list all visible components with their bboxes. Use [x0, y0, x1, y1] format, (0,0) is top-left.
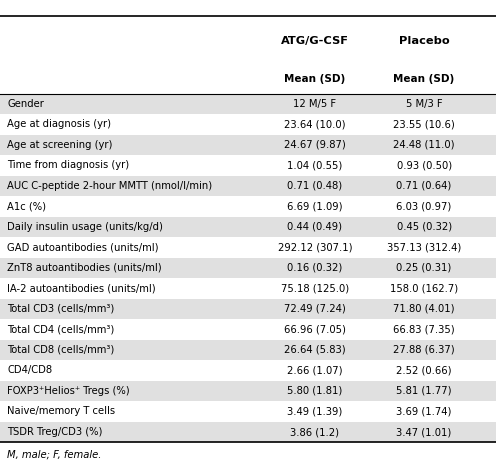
Text: 5 M/3 F: 5 M/3 F [406, 99, 442, 109]
Text: CD4/CD8: CD4/CD8 [7, 366, 53, 375]
Text: 0.93 (0.50): 0.93 (0.50) [396, 161, 452, 170]
Text: Mean (SD): Mean (SD) [284, 74, 346, 84]
Text: Total CD8 (cells/mm³): Total CD8 (cells/mm³) [7, 345, 115, 355]
Text: 3.86 (1.2): 3.86 (1.2) [291, 427, 339, 437]
Text: 357.13 (312.4): 357.13 (312.4) [387, 242, 461, 252]
Text: 12 M/5 F: 12 M/5 F [294, 99, 336, 109]
Text: 3.47 (1.01): 3.47 (1.01) [396, 427, 452, 437]
Text: 3.69 (1.74): 3.69 (1.74) [396, 407, 452, 417]
Text: 6.69 (1.09): 6.69 (1.09) [287, 201, 343, 212]
Text: FOXP3⁺Helios⁺ Tregs (%): FOXP3⁺Helios⁺ Tregs (%) [7, 386, 130, 396]
Bar [0, 135, 496, 155]
Text: 0.16 (0.32): 0.16 (0.32) [287, 263, 343, 273]
Text: 24.48 (11.0): 24.48 (11.0) [393, 140, 455, 150]
Text: 26.64 (5.83): 26.64 (5.83) [284, 345, 346, 355]
Text: 0.71 (0.48): 0.71 (0.48) [287, 181, 343, 191]
Bar [0, 381, 496, 401]
Text: 2.66 (1.07): 2.66 (1.07) [287, 366, 343, 375]
Text: 71.80 (4.01): 71.80 (4.01) [393, 304, 455, 314]
Text: 0.25 (0.31): 0.25 (0.31) [396, 263, 452, 273]
Text: 72.49 (7.24): 72.49 (7.24) [284, 304, 346, 314]
Text: Mean (SD): Mean (SD) [393, 74, 455, 84]
Bar [0, 299, 496, 319]
Bar [0, 340, 496, 360]
Text: Time from diagnosis (yr): Time from diagnosis (yr) [7, 161, 129, 170]
Text: 158.0 (162.7): 158.0 (162.7) [390, 284, 458, 293]
Text: Naive/memory T cells: Naive/memory T cells [7, 407, 116, 417]
Text: 0.45 (0.32): 0.45 (0.32) [396, 222, 452, 232]
Text: IA-2 autoantibodies (units/ml): IA-2 autoantibodies (units/ml) [7, 284, 156, 293]
Text: Gender: Gender [7, 99, 44, 109]
Text: A1c (%): A1c (%) [7, 201, 47, 212]
Text: 27.88 (6.37): 27.88 (6.37) [393, 345, 455, 355]
Text: ATG/G-CSF: ATG/G-CSF [281, 36, 349, 46]
Text: 23.64 (10.0): 23.64 (10.0) [284, 119, 346, 129]
Text: Age at diagnosis (yr): Age at diagnosis (yr) [7, 119, 112, 129]
Bar [0, 258, 496, 278]
Text: Daily insulin usage (units/kg/d): Daily insulin usage (units/kg/d) [7, 222, 163, 232]
Bar [0, 176, 496, 196]
Text: 3.49 (1.39): 3.49 (1.39) [287, 407, 343, 417]
Text: Age at screening (yr): Age at screening (yr) [7, 140, 113, 150]
Bar [0, 217, 496, 237]
Text: Total CD4 (cells/mm³): Total CD4 (cells/mm³) [7, 324, 115, 335]
Text: 292.12 (307.1): 292.12 (307.1) [278, 242, 352, 252]
Text: 1.04 (0.55): 1.04 (0.55) [287, 161, 343, 170]
Text: 0.44 (0.49): 0.44 (0.49) [288, 222, 342, 232]
Text: 2.52 (0.66): 2.52 (0.66) [396, 366, 452, 375]
Text: AUC C-peptide 2-hour MMTT (nmol/l/min): AUC C-peptide 2-hour MMTT (nmol/l/min) [7, 181, 213, 191]
Text: Total CD3 (cells/mm³): Total CD3 (cells/mm³) [7, 304, 115, 314]
Bar [0, 422, 496, 442]
Text: 66.96 (7.05): 66.96 (7.05) [284, 324, 346, 335]
Text: ZnT8 autoantibodies (units/ml): ZnT8 autoantibodies (units/ml) [7, 263, 162, 273]
Text: GAD autoantibodies (units/ml): GAD autoantibodies (units/ml) [7, 242, 159, 252]
Text: M, male; F, female.: M, male; F, female. [7, 449, 102, 459]
Text: 0.71 (0.64): 0.71 (0.64) [396, 181, 452, 191]
Text: 6.03 (0.97): 6.03 (0.97) [396, 201, 452, 212]
Text: 66.83 (7.35): 66.83 (7.35) [393, 324, 455, 335]
Text: TSDR Treg/CD3 (%): TSDR Treg/CD3 (%) [7, 427, 103, 437]
Text: Placebo: Placebo [399, 36, 449, 46]
Text: 75.18 (125.0): 75.18 (125.0) [281, 284, 349, 293]
Bar [0, 94, 496, 114]
Text: 24.67 (9.87): 24.67 (9.87) [284, 140, 346, 150]
Text: 5.81 (1.77): 5.81 (1.77) [396, 386, 452, 396]
Text: 23.55 (10.6): 23.55 (10.6) [393, 119, 455, 129]
Text: 5.80 (1.81): 5.80 (1.81) [287, 386, 343, 396]
